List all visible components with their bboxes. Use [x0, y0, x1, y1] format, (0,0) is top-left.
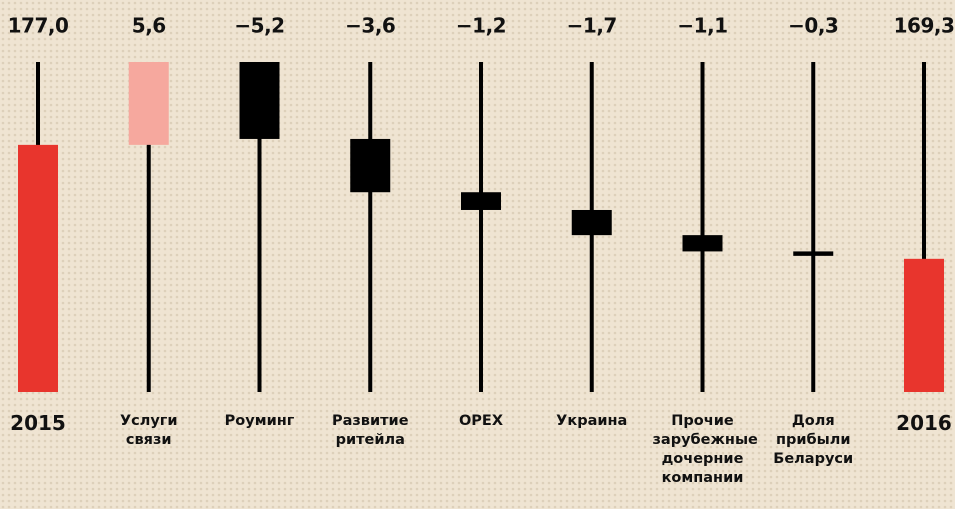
- bar: [461, 192, 501, 210]
- value-label: −0,3: [788, 14, 838, 38]
- category-label: 2015: [10, 411, 66, 435]
- value-label: −3,6: [345, 14, 395, 38]
- value-label: −1,1: [677, 14, 727, 38]
- bar: [350, 138, 391, 193]
- bar: [18, 144, 58, 392]
- category-label: 2016: [896, 411, 952, 435]
- bar: [682, 235, 723, 252]
- category-label: Прочие зарубежные дочерние компании: [652, 413, 758, 486]
- bar: [239, 62, 280, 139]
- category-label: Роуминг: [224, 413, 295, 429]
- bar: [904, 258, 944, 392]
- value-label: 177,0: [8, 14, 69, 38]
- bar: [571, 209, 612, 236]
- value-label: −1,2: [456, 14, 506, 38]
- category-label: OPEX: [458, 413, 504, 429]
- value-label: 5,6: [132, 14, 166, 38]
- value-label: −1,7: [567, 14, 617, 38]
- value-label: 169,3: [894, 14, 955, 38]
- bar: [793, 251, 834, 256]
- category-label: Доля прибыли Беларуси: [773, 413, 854, 467]
- category-label: Развитие ритейла: [331, 413, 409, 448]
- bar: [128, 62, 169, 145]
- category-label: Украина: [556, 413, 628, 429]
- category-label: Услуги связи: [119, 413, 178, 448]
- value-label: −5,2: [234, 14, 284, 38]
